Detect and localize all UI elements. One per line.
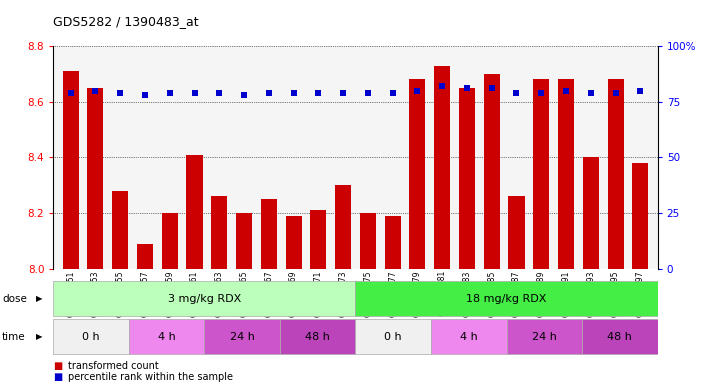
Bar (87, 88, 104, 269)
Point (437, 83, 448, 89)
Text: 24 h: 24 h (230, 332, 255, 342)
Text: 4 h: 4 h (158, 332, 176, 342)
Point (362, 90, 373, 96)
Bar (607, 79, 624, 269)
Bar (583, 157, 599, 269)
Bar (533, 79, 550, 269)
Text: percentile rank within the sample: percentile rank within the sample (68, 372, 232, 382)
Bar (431, 319, 506, 354)
Bar (129, 319, 205, 354)
Point (412, 88, 423, 94)
Bar (280, 319, 356, 354)
Text: time: time (2, 332, 26, 342)
Bar (335, 185, 351, 269)
Point (65, 90, 76, 96)
Text: ▶: ▶ (36, 294, 42, 303)
Text: ■: ■ (53, 372, 63, 382)
Point (263, 90, 274, 96)
Bar (112, 191, 128, 269)
Bar (186, 155, 203, 269)
Bar (286, 216, 301, 269)
Text: 24 h: 24 h (532, 332, 557, 342)
Bar (53, 319, 129, 354)
Text: dose: dose (2, 293, 27, 304)
Text: 0 h: 0 h (82, 332, 100, 342)
Point (387, 90, 398, 96)
Bar (582, 319, 658, 354)
Point (535, 90, 547, 96)
Point (585, 90, 597, 96)
Bar (53, 281, 356, 316)
Text: GDS5282 / 1390483_at: GDS5282 / 1390483_at (53, 15, 199, 28)
Point (90, 88, 101, 94)
Bar (385, 216, 401, 269)
Bar (632, 163, 648, 269)
Bar (211, 197, 228, 269)
Bar (483, 74, 500, 269)
Text: 48 h: 48 h (305, 332, 330, 342)
Bar (310, 210, 326, 269)
Text: 4 h: 4 h (460, 332, 478, 342)
Bar (261, 199, 277, 269)
Bar (459, 88, 475, 269)
Point (635, 88, 646, 94)
Text: ▶: ▶ (36, 333, 42, 341)
Bar (236, 213, 252, 269)
Text: 3 mg/kg RDX: 3 mg/kg RDX (168, 293, 241, 304)
Bar (205, 319, 280, 354)
Bar (434, 66, 450, 269)
Text: 18 mg/kg RDX: 18 mg/kg RDX (466, 293, 547, 304)
Text: ■: ■ (53, 361, 63, 371)
Point (288, 90, 299, 96)
Point (189, 90, 201, 96)
Text: transformed count: transformed count (68, 361, 159, 371)
Bar (558, 79, 574, 269)
Point (461, 85, 473, 91)
Text: 0 h: 0 h (385, 332, 402, 342)
Bar (356, 281, 658, 316)
Bar (508, 197, 525, 269)
Point (213, 90, 225, 96)
Point (338, 90, 349, 96)
Text: 48 h: 48 h (607, 332, 632, 342)
Point (610, 90, 621, 96)
Bar (137, 244, 153, 269)
Bar (63, 71, 79, 269)
Point (139, 92, 151, 98)
Point (486, 85, 498, 91)
Bar (506, 319, 582, 354)
Point (313, 90, 324, 96)
Point (164, 90, 176, 96)
Bar (356, 319, 431, 354)
Point (238, 92, 250, 98)
Point (114, 90, 126, 96)
Bar (410, 79, 425, 269)
Bar (161, 213, 178, 269)
Point (510, 90, 522, 96)
Point (560, 88, 572, 94)
Bar (360, 213, 376, 269)
